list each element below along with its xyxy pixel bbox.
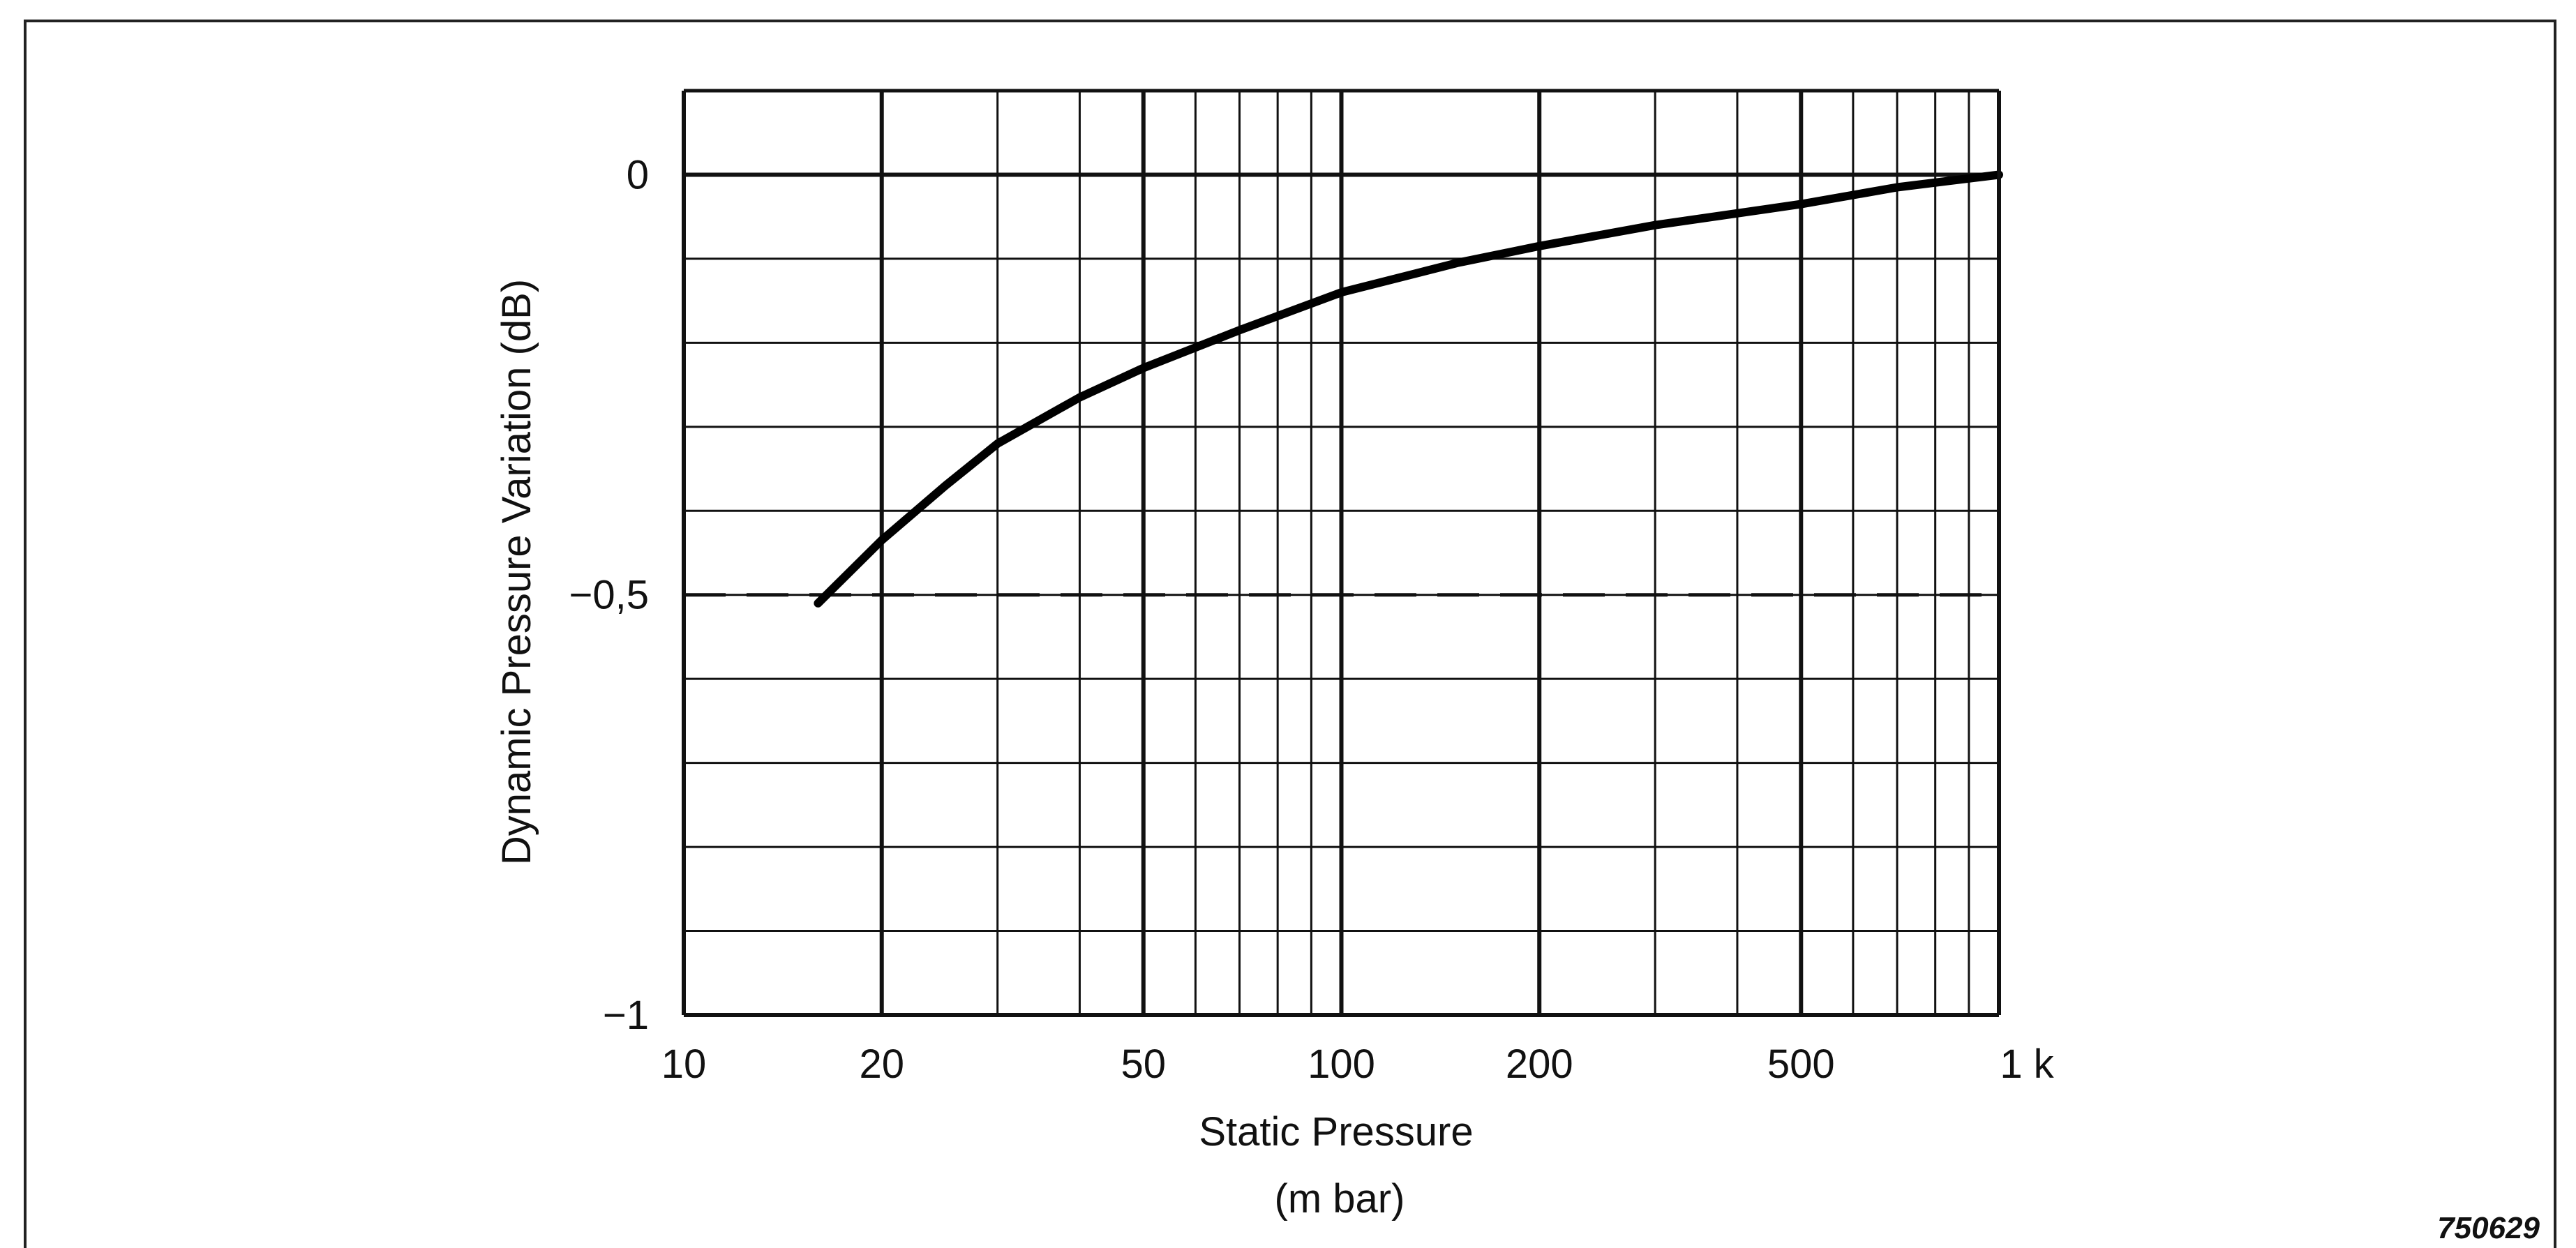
x-tick-label: 200	[1506, 1042, 1573, 1087]
x-tick-label: 100	[1308, 1042, 1375, 1087]
y-axis-title: Dynamic Pressure Variation (dB)	[494, 279, 539, 865]
x-tick-label: 1 k	[2000, 1042, 2054, 1087]
x-tick-label: 20	[859, 1042, 904, 1087]
x-axis-title: Static Pressure	[1199, 1109, 1473, 1155]
x-tick-label: 50	[1121, 1042, 1167, 1087]
series-line	[814, 170, 2003, 608]
figure-id: 750629	[2437, 1211, 2540, 1245]
figure-frame	[24, 20, 2556, 1248]
x-tick-label: 500	[1767, 1042, 1835, 1087]
y-tick-label: 0	[627, 152, 649, 197]
axes: 10 20 50 100 200 500 1 k 0 −0,5 −1	[569, 89, 2055, 1087]
y-tick-label: −1	[603, 993, 649, 1038]
x-tick-label: 10	[661, 1042, 707, 1087]
grid	[682, 91, 2001, 1016]
y-tick-label: −0,5	[569, 573, 650, 618]
series-group	[814, 170, 2003, 608]
x-axis-unit: (m bar)	[1275, 1176, 1405, 1221]
